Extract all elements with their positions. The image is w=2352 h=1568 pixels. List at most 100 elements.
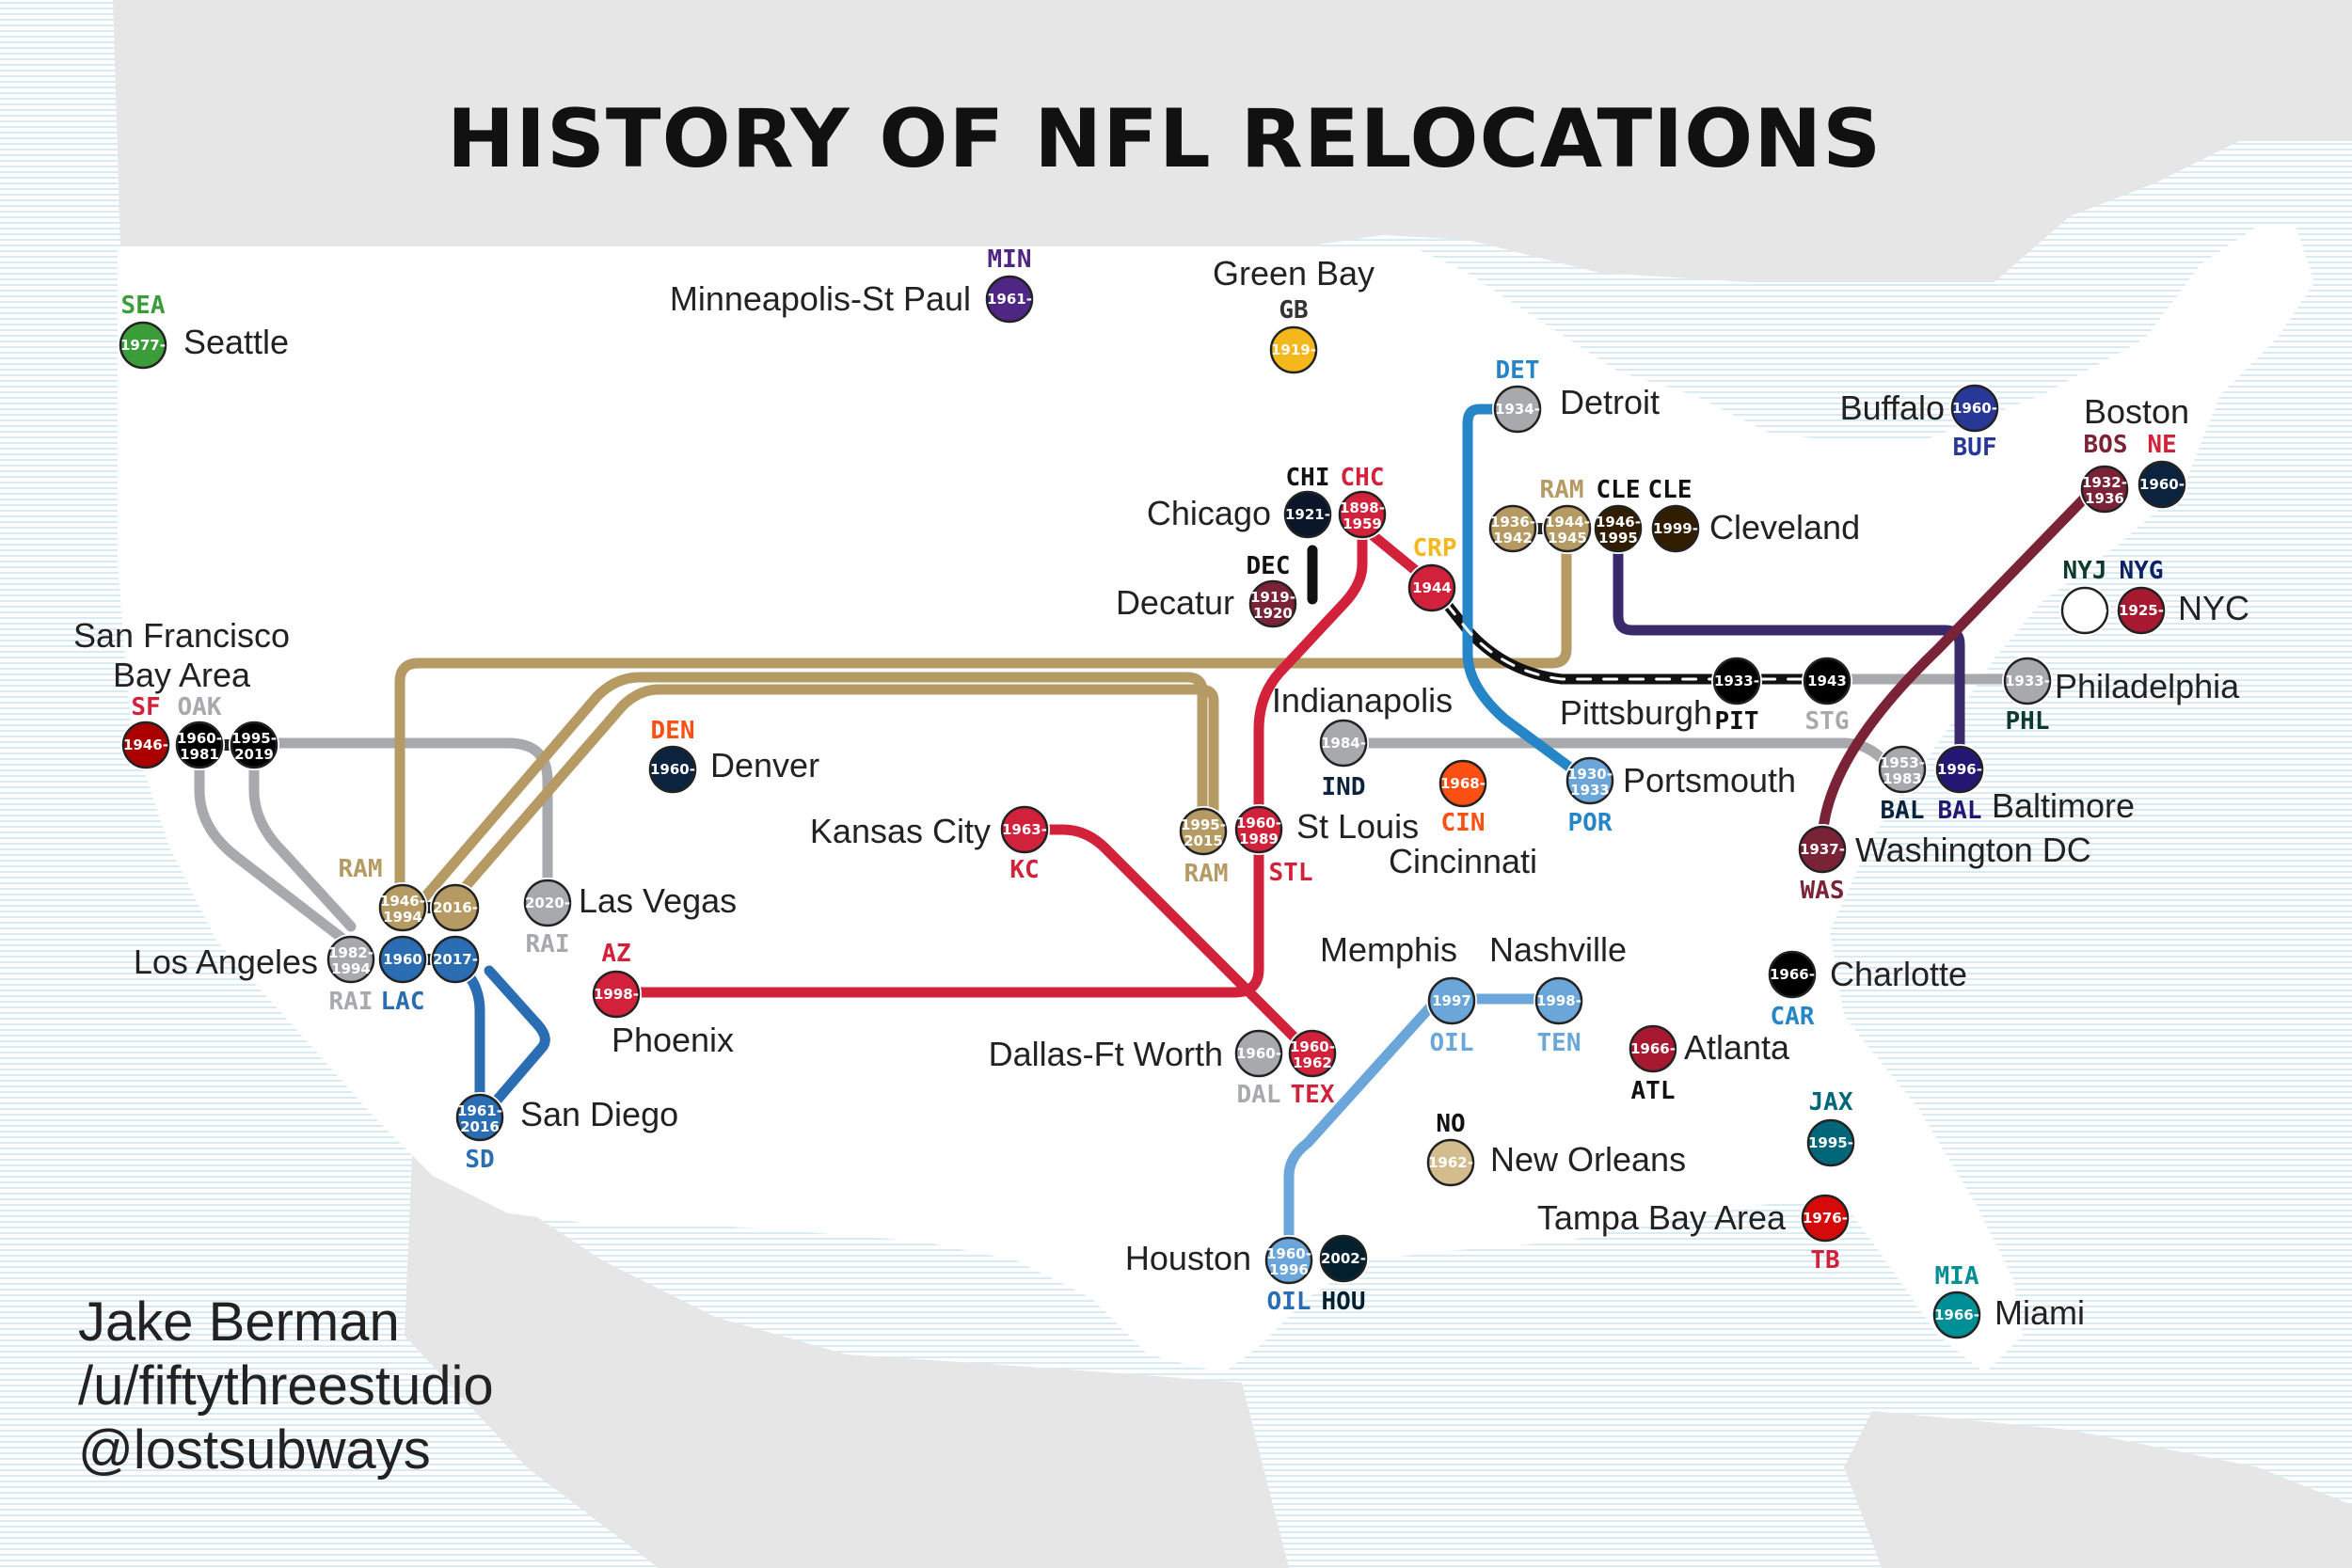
city-label-minneapolis: Minneapolis-St Paul <box>670 279 971 318</box>
city-label-tampa: Tampa Bay Area <box>1537 1198 1787 1237</box>
station-buf-dot <box>1950 384 1999 433</box>
team-code-dal: DAL <box>1237 1081 1281 1109</box>
station-oil1-year-end: 1996 <box>1269 1261 1309 1278</box>
raiders-route-b <box>248 737 357 932</box>
station-bos-year-end: 1936 <box>2085 490 2124 507</box>
station-ram5: 2016- <box>430 882 481 933</box>
station-ram3-years: 1995-2015 <box>1181 816 1226 849</box>
station-chc: 1898-1959 <box>1337 489 1388 540</box>
station-por-years: 1930-1933 <box>1567 766 1613 799</box>
team-code-lac: LAC <box>381 988 425 1016</box>
station-hou-years: 2002- <box>1321 1250 1366 1267</box>
station-bal1-years: 1953-1983 <box>1880 754 1925 787</box>
city-label-sf: San Francisco Bay Area <box>73 616 290 694</box>
city-label-sf-line1: San Francisco <box>73 616 290 655</box>
station-ram1: 1936-1942 <box>1487 503 1538 554</box>
station-tb: 1976- <box>1800 1193 1851 1243</box>
station-jax: 1995- <box>1805 1117 1856 1168</box>
city-label-baltimore: Baltimore <box>1992 786 2135 825</box>
station-dec: 1919-1920 <box>1248 578 1298 629</box>
team-code-gb: GB <box>1279 296 1308 325</box>
city-label-memphis: Memphis <box>1320 930 1457 969</box>
team-code-ne: NE <box>2147 431 2176 459</box>
city-label-washington: Washington DC <box>1855 831 2091 869</box>
city-label-philadelphia: Philadelphia <box>2055 667 2240 705</box>
team-code-nyj: NYJ <box>2063 557 2107 585</box>
station-por-dot <box>1565 756 1614 805</box>
station-tex-dot <box>1288 1029 1337 1078</box>
city-label-greenbay: Green Bay <box>1213 254 1375 293</box>
station-por: 1930-1933 <box>1565 755 1615 806</box>
team-code-chi: CHI <box>1286 464 1330 492</box>
city-label-chicago: Chicago <box>1147 494 1271 532</box>
raiders-route-c <box>253 737 553 904</box>
station-kc-dot <box>1000 805 1049 854</box>
station-dec-years: 1919-1920 <box>1250 589 1295 622</box>
station-nyj: 1960- <box>2059 585 2110 636</box>
city-label-buffalo: Buffalo <box>1840 388 1945 427</box>
station-stg: 1943 <box>1802 656 1852 706</box>
station-buf: 1960- <box>1949 383 2000 434</box>
station-was-years: 1937- <box>1800 841 1845 858</box>
station-sd-year-end: 2016 <box>460 1118 500 1135</box>
station-oak2-year-start: 1995- <box>231 730 277 747</box>
station-cle2-dot <box>1651 504 1700 553</box>
station-jax-dot <box>1806 1118 1855 1167</box>
station-cle2-years: 1999- <box>1653 520 1698 537</box>
station-stl-year-start: 1960- <box>1236 815 1281 832</box>
station-nyg-years: 1925- <box>2119 602 2164 619</box>
station-ram1-years: 1936-1942 <box>1490 514 1535 546</box>
station-tex-year-end: 1962 <box>1293 1054 1332 1071</box>
station-sea: 1977- <box>118 320 168 371</box>
team-code-dec: DEC <box>1247 552 1291 580</box>
city-label-houston: Houston <box>1125 1239 1251 1277</box>
station-stl-dot <box>1234 805 1283 854</box>
city-label-neworleans: New Orleans <box>1490 1140 1686 1179</box>
redskins-route <box>1817 483 2099 852</box>
station-chi: 1921- <box>1282 489 1333 540</box>
team-code-was: WAS <box>1801 877 1845 905</box>
station-phl-years: 1933- <box>2005 673 2050 689</box>
station-bal2-years: 1996- <box>1937 761 1982 778</box>
station-phl: 1933- <box>2002 656 2053 706</box>
steelers-route-dash <box>1428 581 1846 681</box>
station-rai2-years: 1982-1994 <box>328 944 373 977</box>
station-ram5-dot <box>431 883 480 932</box>
station-den-years: 1960- <box>650 761 695 778</box>
team-code-ram_la: RAM <box>339 855 383 883</box>
team-code-stl: STL <box>1269 859 1313 887</box>
team-code-ram_cle: RAM <box>1540 476 1584 504</box>
station-bos: 1932-1936 <box>2079 464 2130 515</box>
station-rai2-year-start: 1982- <box>328 944 373 961</box>
station-bos-dot <box>2080 465 2129 514</box>
station-por-year-end: 1933 <box>1570 782 1610 799</box>
team-code-bal1: BAL <box>1881 797 1925 825</box>
team-code-crp: CRP <box>1413 534 1457 562</box>
station-buf-years: 1960- <box>1952 400 1997 417</box>
station-ram2-year-end: 1945 <box>1548 530 1587 546</box>
station-bal2-dot <box>1935 745 1984 794</box>
city-label-charlotte: Charlotte <box>1830 955 1967 993</box>
station-tb-years: 1976- <box>1803 1210 1848 1227</box>
city-label-boston: Boston <box>2084 392 2189 431</box>
city-label-losangeles: Los Angeles <box>134 942 318 981</box>
station-tex-year-start: 1960- <box>1290 1038 1335 1055</box>
station-lac1-years: 1960 <box>383 951 422 968</box>
lions-route <box>1462 404 1594 786</box>
station-nyj-years: 1960- <box>2062 602 2107 619</box>
station-ram4-year-end: 1994 <box>383 909 422 926</box>
city-label-denver: Denver <box>710 746 819 784</box>
team-code-phl: PHL <box>2006 707 2050 736</box>
station-atl: 1966- <box>1628 1023 1678 1074</box>
station-rai2-year-end: 1994 <box>331 960 371 977</box>
station-dec-year-start: 1919- <box>1250 589 1295 606</box>
city-label-decatur: Decatur <box>1116 583 1234 622</box>
team-code-jax: JAX <box>1809 1088 1853 1117</box>
mexico-landmass <box>405 1110 1289 1568</box>
station-mia-years: 1966- <box>1934 1307 1979 1323</box>
team-code-sf: SF <box>131 693 160 721</box>
city-label-portsmouth: Portsmouth <box>1623 761 1796 800</box>
station-chc-dot <box>1338 490 1387 539</box>
cardinals-route-chi-stl <box>1253 521 1368 838</box>
team-code-sd: SD <box>465 1146 494 1174</box>
